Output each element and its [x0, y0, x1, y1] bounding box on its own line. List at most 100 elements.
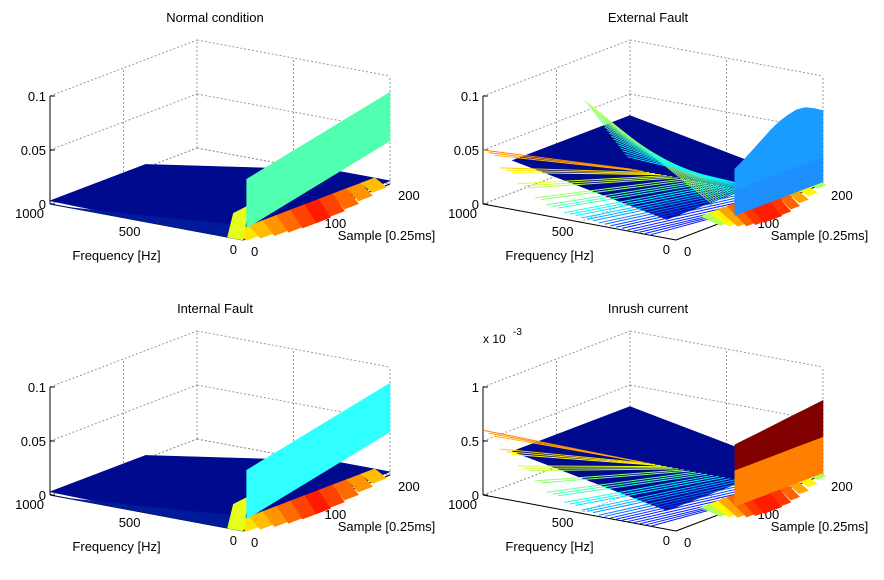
z-tick-label: 0.05: [21, 143, 46, 158]
sample-tick-label: 0: [251, 535, 258, 550]
z-multiplier: x 10: [483, 332, 506, 346]
panel-title: Normal condition: [166, 10, 264, 25]
mesh-line: [610, 483, 760, 519]
surface-dip-patch: [318, 193, 345, 217]
surface-dip-patch: [304, 489, 331, 515]
mesh-line: [569, 184, 719, 215]
mesh-line: [523, 176, 673, 187]
sample-tick-label: 100: [325, 507, 347, 522]
z-tick-label: 0: [39, 488, 46, 503]
gridline: [196, 93, 391, 131]
frequency-tick-label: 1000: [448, 497, 477, 512]
z-tick-label: 0: [472, 488, 479, 503]
mesh-line: [517, 175, 667, 185]
mesh-line: [581, 478, 731, 511]
frequency-axis-label: Frequency [Hz]: [505, 248, 593, 263]
mesh-line: [494, 154, 644, 172]
mesh-line: [563, 474, 713, 503]
mesh-line: [624, 153, 751, 188]
mesh-line: [506, 451, 656, 466]
mesh-line: [488, 152, 638, 171]
frequency-tick-label: 500: [552, 224, 574, 239]
mesh-line: [558, 182, 708, 209]
surface: [48, 382, 392, 532]
surface-dip-patch: [346, 182, 373, 202]
mesh-line: [529, 177, 679, 189]
frequency-axis-label: Frequency [Hz]: [505, 539, 593, 554]
mesh-line: [563, 183, 714, 214]
mesh-line: [626, 156, 753, 188]
panel-title: External Fault: [608, 10, 689, 25]
surface-dip-patch: [346, 473, 373, 493]
mesh-line: [598, 481, 748, 516]
mesh-line: [540, 179, 690, 201]
mesh-line: [506, 169, 656, 175]
mesh-line: [604, 482, 754, 517]
mesh-line: [546, 471, 696, 493]
surface-wall: [246, 382, 391, 520]
gridline: [196, 330, 391, 368]
sample-tick-label: 200: [831, 188, 853, 203]
frequency-tick-label: 0: [663, 533, 670, 548]
frequency-axis-line: [482, 494, 677, 532]
mesh-line: [622, 150, 749, 189]
surface-wall-lower: [734, 436, 824, 507]
sample-tick-label: 200: [831, 479, 853, 494]
z-tick-label: 0: [472, 197, 479, 212]
z-multiplier-exponent: -3: [513, 327, 522, 338]
mesh-line: [592, 480, 742, 514]
panel-title: Inrush current: [608, 301, 689, 316]
mesh-line: [482, 149, 632, 170]
mesh-line: [500, 167, 650, 173]
gridline: [629, 39, 824, 77]
gridline: [196, 384, 391, 422]
sample-axis-label: Sample [0.25ms]: [771, 228, 869, 243]
surface-wall: [246, 91, 391, 229]
surface: [482, 100, 827, 236]
mesh-line: [540, 470, 690, 484]
gridline: [196, 39, 391, 77]
surface-wall-lower: [734, 156, 824, 216]
mesh-line: [604, 191, 754, 225]
frequency-axis-label: Frequency [Hz]: [72, 248, 160, 263]
mesh-line: [587, 479, 737, 512]
surface: [48, 91, 392, 241]
frequency-tick-label: 0: [230, 242, 237, 257]
sample-axis-label: Sample [0.25ms]: [771, 519, 869, 534]
mesh-line: [552, 181, 702, 207]
mesh-line: [535, 178, 685, 199]
z-tick-label: 0.05: [454, 143, 479, 158]
gridline: [629, 93, 824, 131]
mesh-line: [494, 435, 644, 463]
sample-tick-label: 0: [251, 244, 258, 259]
sample-tick-label: 200: [398, 479, 420, 494]
surface-dip-patch: [360, 177, 387, 193]
frequency-tick-label: 1000: [15, 206, 44, 221]
sample-axis-label: Sample [0.25ms]: [338, 228, 436, 243]
frequency-tick-label: 1000: [448, 206, 477, 221]
frequency-tick-label: 500: [119, 515, 141, 530]
gridline: [196, 147, 391, 185]
gridline: [629, 330, 824, 368]
surface-dip-patch: [332, 479, 359, 501]
frequency-tick-label: 1000: [15, 497, 44, 512]
sample-tick-label: 200: [398, 188, 420, 203]
gridline: [629, 384, 824, 422]
z-tick-label: 0.1: [461, 89, 479, 104]
mesh-line: [517, 465, 667, 468]
sample-tick-label: 0: [684, 535, 691, 550]
mesh-line: [535, 469, 684, 482]
mesh-line: [598, 190, 748, 224]
surface-dip-patch: [304, 198, 331, 224]
gridline: [196, 438, 391, 476]
mesh-line: [581, 187, 731, 219]
z-tick-label: 1: [472, 380, 479, 395]
mesh-line: [546, 180, 696, 206]
